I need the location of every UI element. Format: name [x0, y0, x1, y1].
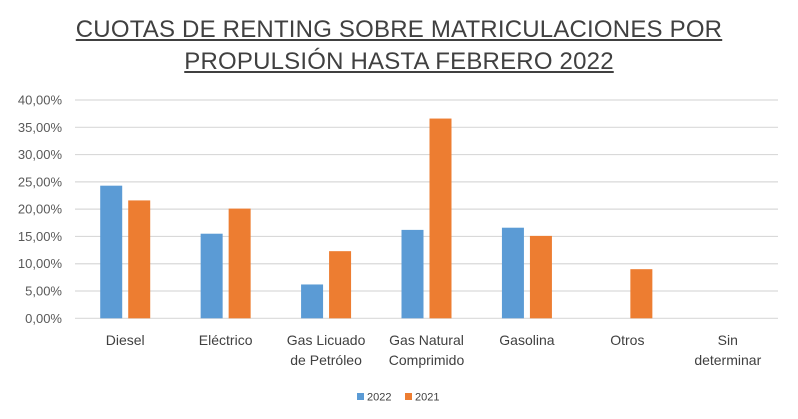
y-tick-label: 0,00% — [25, 311, 62, 326]
chart-title-line-2: PROPULSIÓN HASTA FEBRERO 2022 — [184, 48, 614, 75]
x-tick-label: determinar — [694, 352, 761, 368]
y-tick-label: 40,00% — [18, 93, 63, 108]
x-tick-label: Diesel — [106, 332, 145, 348]
x-tick-label: Eléctrico — [199, 332, 253, 348]
y-tick-label: 35,00% — [18, 120, 63, 135]
x-tick-label: Gasolina — [499, 332, 554, 348]
bar-2022-3 — [401, 229, 424, 319]
chart-title-line-1: CUOTAS DE RENTING SOBRE MATRICULACIONES … — [75, 16, 723, 43]
x-tick-label: de Petróleo — [290, 352, 362, 368]
y-tick-label: 15,00% — [18, 229, 63, 244]
bar-2021-2 — [329, 251, 352, 319]
y-tick-label: 25,00% — [18, 174, 63, 189]
legend-swatch-2021 — [405, 393, 412, 400]
bar-2022-0 — [100, 185, 123, 319]
legend-swatch-2022 — [357, 393, 364, 400]
x-tick-label: Gas Natural — [389, 332, 464, 348]
bar-2022-2 — [301, 284, 324, 319]
bar-2021-4 — [529, 235, 552, 319]
x-tick-label: Comprimido — [389, 352, 465, 368]
bar-2021-0 — [128, 200, 151, 319]
y-tick-label: 20,00% — [18, 202, 63, 217]
bar-2022-1 — [200, 233, 223, 319]
y-tick-label: 10,00% — [18, 256, 63, 271]
bar-2022-4 — [501, 227, 524, 319]
legend-label-2022: 2022 — [367, 392, 391, 404]
bar-2021-5 — [630, 269, 653, 319]
bar-2021-3 — [429, 118, 452, 319]
legend-label-2021: 2021 — [415, 392, 439, 404]
x-tick-label: Gas Licuado — [287, 332, 366, 348]
y-tick-label: 5,00% — [25, 284, 62, 299]
bar-2021-1 — [228, 208, 251, 319]
x-tick-label: Otros — [610, 332, 644, 348]
y-tick-label: 30,00% — [18, 147, 63, 162]
x-tick-label: Sin — [718, 332, 738, 348]
